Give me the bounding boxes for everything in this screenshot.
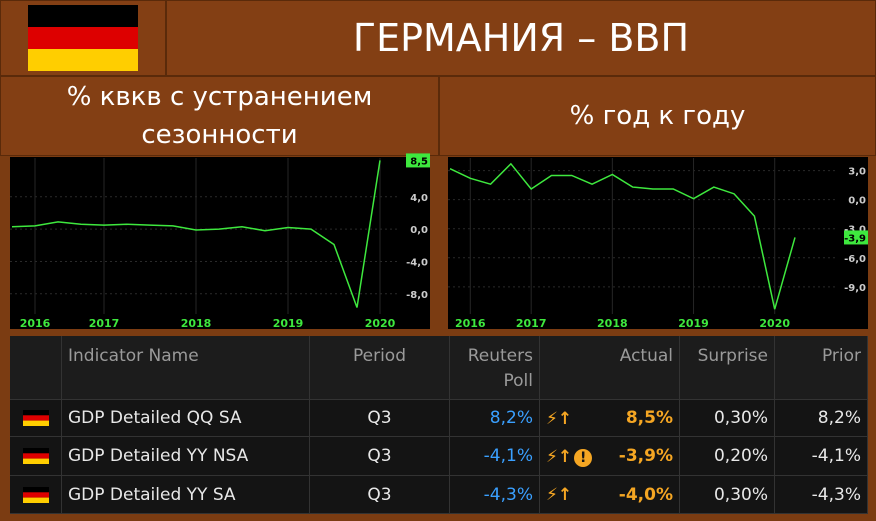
chart-title: % квкв с устранением сезонности: [0, 76, 439, 156]
flag: [28, 5, 138, 71]
x-tick-label: 2020: [759, 317, 790, 330]
table-cell: -4,1%: [450, 437, 540, 476]
flag-cell: [10, 437, 62, 476]
x-tick-label: 2017: [516, 317, 547, 330]
column-header: Reuters Poll: [450, 336, 540, 400]
table-cell: -4,0%: [540, 476, 680, 514]
column-header: Period: [310, 336, 450, 400]
y-tick-label: 4,0: [410, 193, 428, 204]
table-cell: Q3: [310, 476, 450, 514]
y-tick-label: 0,0: [848, 196, 866, 207]
table: Indicator Name Period Reuters Poll Actual Su…: [10, 336, 868, 514]
last-value-label: 8,5: [410, 156, 428, 167]
x-tick-label: 2018: [181, 317, 212, 330]
table-cell: -4,1%: [775, 437, 868, 476]
line: [11, 160, 381, 308]
x-tick-label: 2017: [89, 317, 120, 330]
table-cell: Q3: [310, 437, 450, 476]
table-cell: 0,20%: [680, 437, 775, 476]
table-cell: 0,30%: [680, 476, 775, 514]
y-tick-label: -9,0: [844, 283, 866, 294]
table-cell: GDP Detailed YY NSA: [62, 437, 310, 476]
column-header: Actual: [540, 336, 680, 400]
table-cell: 8,5%: [540, 400, 680, 437]
header-cell: [10, 336, 62, 400]
y-tick-label: 3,0: [848, 167, 866, 178]
y-tick-label: -4,0: [406, 257, 428, 268]
table-cell: -4,3%: [775, 476, 868, 514]
last-value-box: [406, 153, 430, 168]
surprise-icon: ⚡↑: [546, 485, 573, 505]
charts: 4,0 0,0 -4,0 -8,0 2016 2017 2018 2019 2020 8,5 3,0…: [10, 153, 868, 330]
flag-icon: [22, 486, 49, 503]
y-tick-label: -6,0: [844, 254, 866, 265]
chart-title: % год к году: [439, 76, 876, 156]
x-tick-label: 2016: [20, 317, 51, 330]
title: ГЕРМАНИЯ – ВВП: [166, 0, 876, 76]
y-tick-label: 0,0: [410, 225, 428, 236]
table-cell: 8,2%: [775, 400, 868, 437]
y-tick-label: -8,0: [406, 290, 428, 301]
x-tick-label: 2016: [455, 317, 486, 330]
plot-bg: [448, 157, 868, 329]
table-cell: Q3: [310, 400, 450, 437]
column-header: Indicator Name: [62, 336, 310, 400]
y-tick-label: -3,0: [844, 225, 866, 236]
table-cell: 0,30%: [680, 400, 775, 437]
table-cell: GDP Detailed YY SA: [62, 476, 310, 514]
surprise-icon: ⚡↑!: [546, 447, 593, 467]
column-header: Surprise: [680, 336, 775, 400]
last-value-box: [844, 230, 868, 245]
x-tick-label: 2020: [365, 317, 396, 330]
flag-box: [0, 0, 166, 76]
x-tick-label: 2019: [273, 317, 304, 330]
flag-cell: [10, 476, 62, 514]
surprise-icon: ⚡↑: [546, 408, 573, 429]
table-cell: 8,2%: [450, 400, 540, 437]
flag-icon: [22, 410, 49, 426]
column-header: Prior: [775, 336, 868, 400]
x-tick-label: 2019: [678, 317, 709, 330]
last-value-label: -3,9: [844, 233, 866, 244]
table-cell: -3,9%: [540, 437, 680, 476]
x-tick-label: 2018: [597, 317, 628, 330]
table-cell: -4,3%: [450, 476, 540, 514]
flag-icon: [22, 448, 49, 464]
flag-cell: [10, 400, 62, 437]
plot-bg: [10, 157, 430, 329]
line: [449, 162, 796, 310]
table-cell: GDP Detailed QQ SA: [62, 400, 310, 437]
